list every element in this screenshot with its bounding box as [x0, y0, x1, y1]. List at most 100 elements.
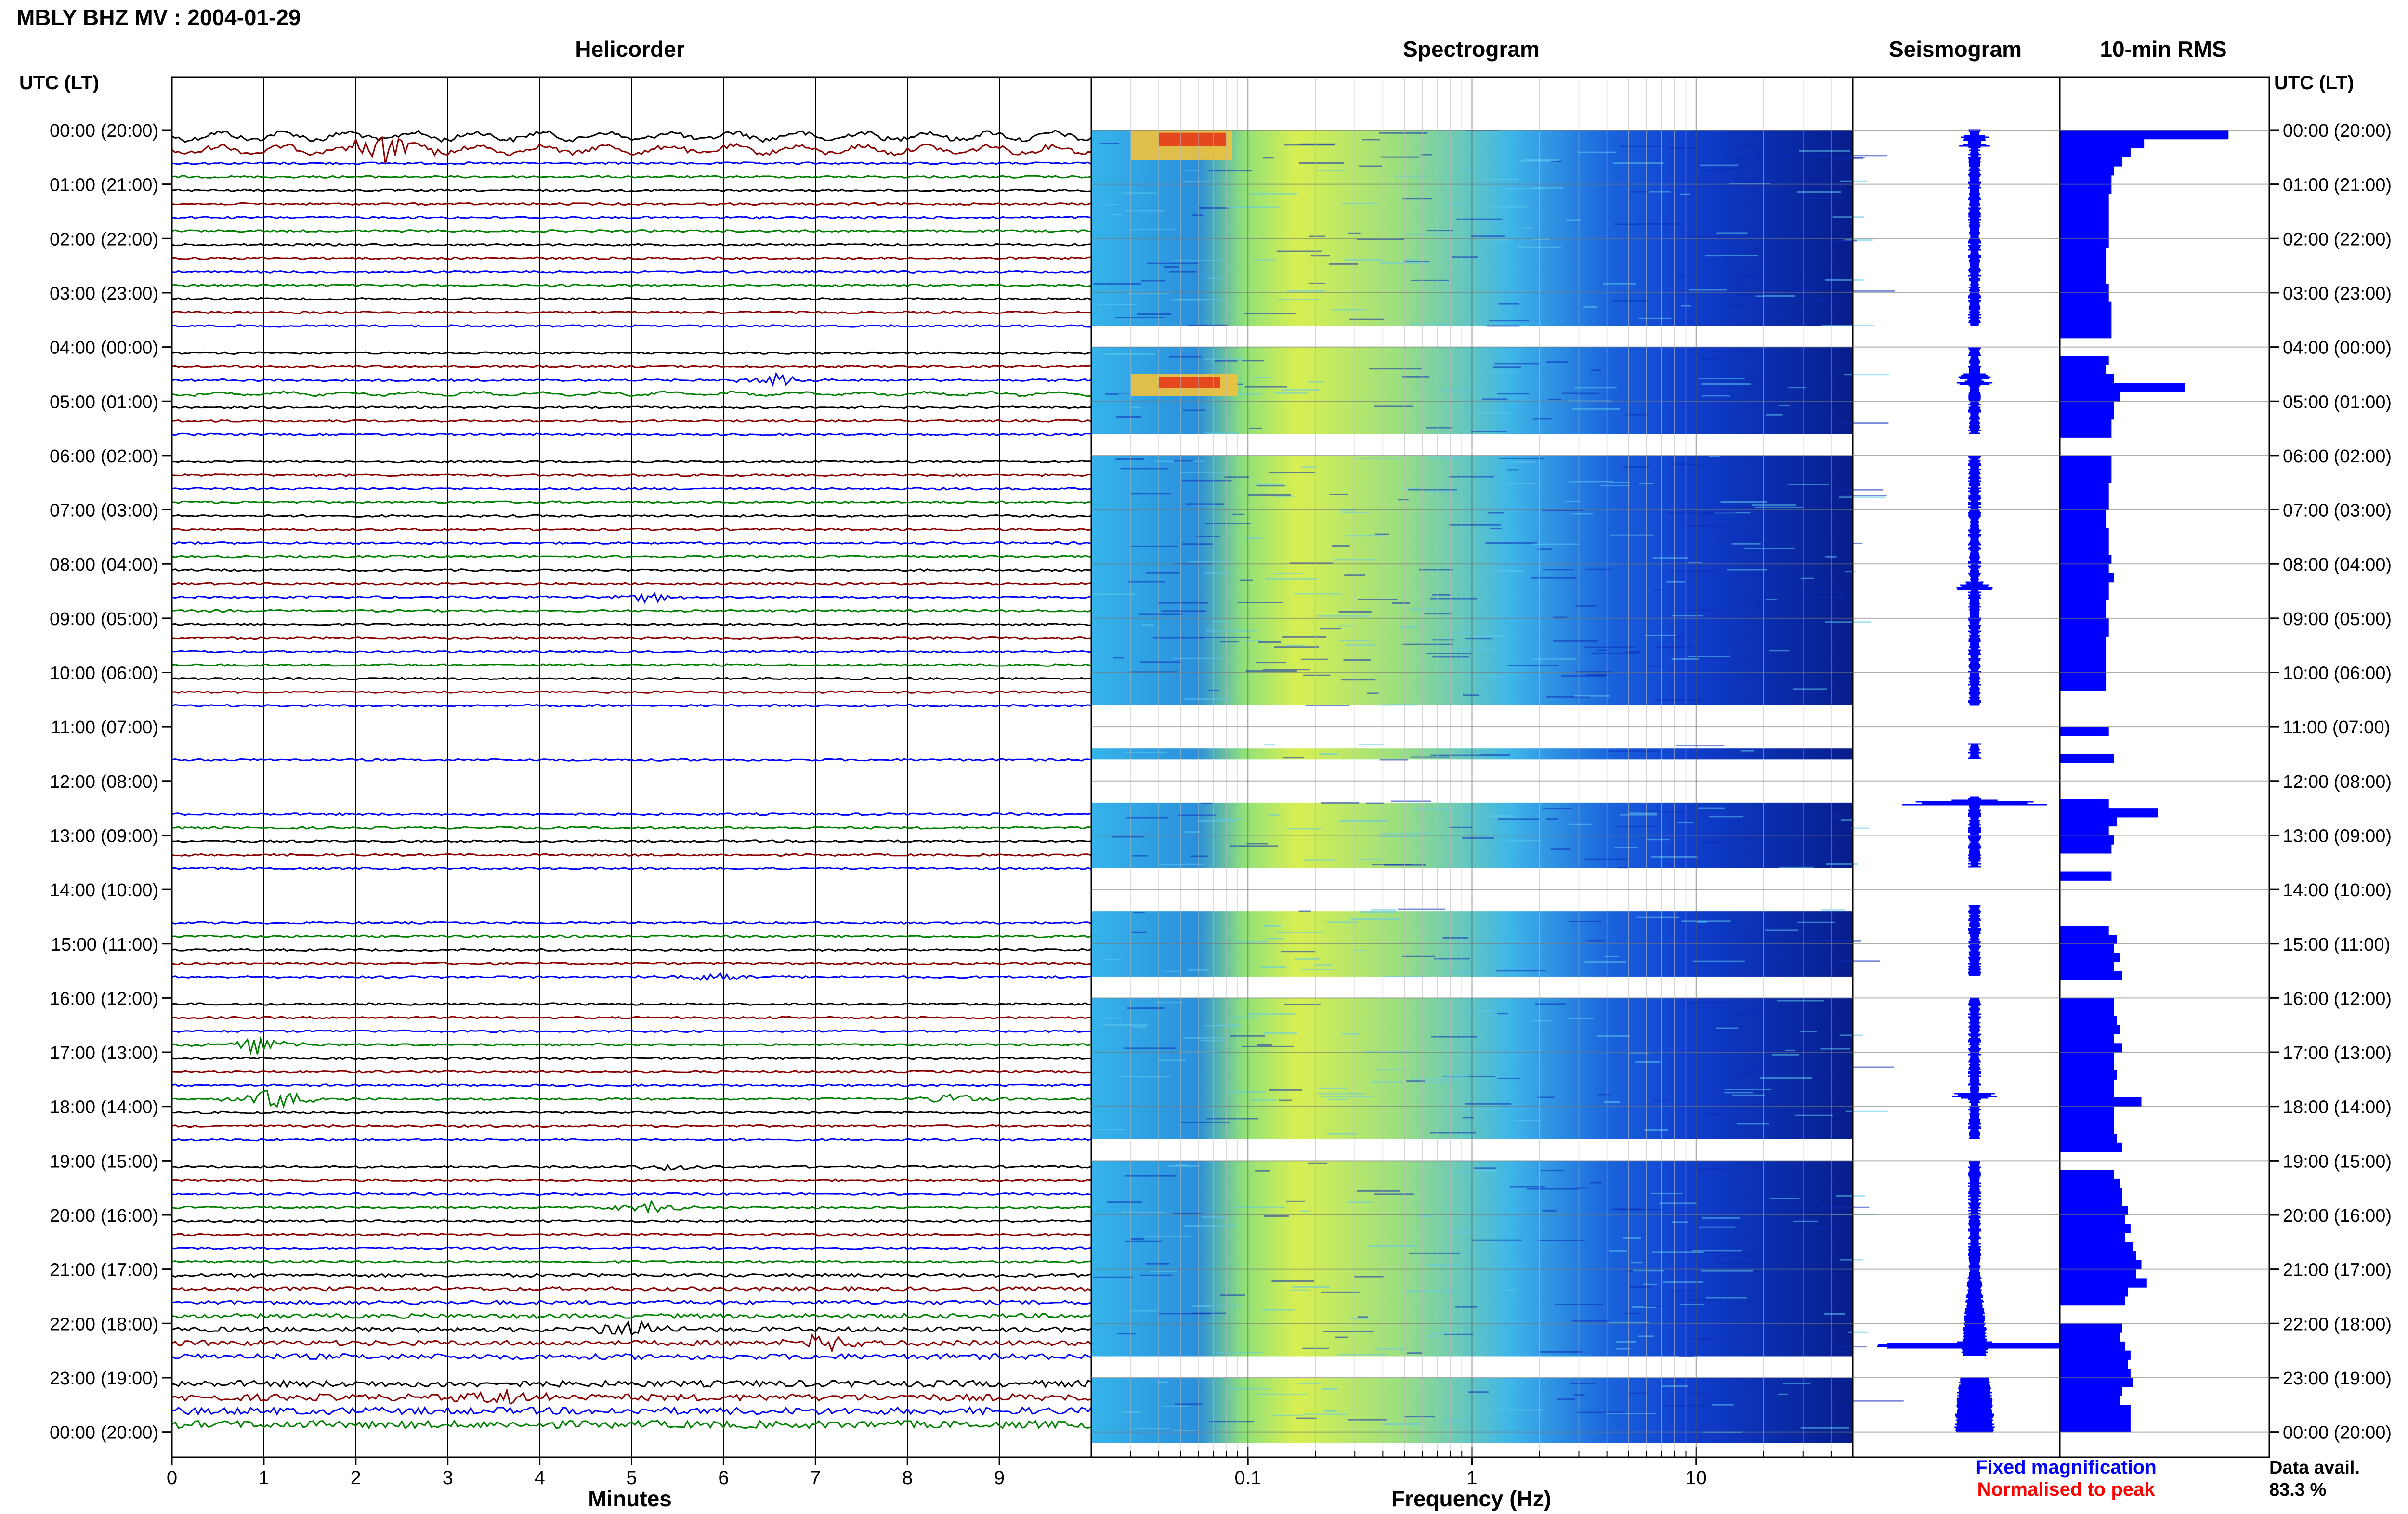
- spectrogram-texture: [1298, 910, 1311, 912]
- helicorder-trace: [171, 1406, 1092, 1416]
- spectrogram-texture: [1403, 234, 1455, 235]
- spectrogram-texture: [1600, 485, 1630, 487]
- helicorder-trace: [171, 1246, 1092, 1250]
- spectrogram-texture: [1200, 1040, 1225, 1042]
- rms-bar: [2060, 1323, 2122, 1333]
- rms-bar: [2060, 311, 2112, 320]
- spectrogram-panel: 0.1 1 10: [1090, 76, 1904, 1488]
- helicorder-trace: [171, 758, 1092, 762]
- spectrogram-texture: [1727, 569, 1767, 571]
- spectrogram-texture: [1498, 303, 1520, 305]
- spectrogram-texture: [1178, 814, 1217, 816]
- spectrogram-texture: [1701, 383, 1751, 385]
- hour-label-right: 03:00 (23:00): [2283, 284, 2392, 304]
- helicorder-trace: [171, 1260, 1092, 1264]
- rms-bar: [2060, 157, 2122, 167]
- spectrogram-texture: [1208, 689, 1219, 691]
- spectrogram-texture: [1276, 932, 1323, 934]
- rms-bar: [2060, 1043, 2122, 1053]
- spectrogram-texture: [1699, 358, 1722, 360]
- spectrogram-texture: [1452, 1231, 1478, 1233]
- spectrogram-texture: [1474, 1167, 1496, 1169]
- spectrogram-texture: [1161, 610, 1206, 612]
- hour-label-left: 18:00 (14:00): [50, 1097, 158, 1118]
- hour-label-left: 14:00 (10:00): [50, 880, 158, 901]
- helicorder-trace: [171, 541, 1092, 545]
- helicorder-trace: [171, 582, 1092, 586]
- spectrogram-texture: [1265, 578, 1317, 580]
- spectrogram-texture: [1169, 356, 1202, 358]
- spectrogram-texture: [1585, 568, 1612, 570]
- spectrogram-texture: [1186, 503, 1225, 505]
- spectrogram-texture: [1326, 921, 1358, 923]
- rms-bar: [2060, 1269, 2136, 1279]
- spectrogram-texture: [1170, 299, 1208, 301]
- spectrogram-texture: [1188, 561, 1231, 563]
- spectrogram-texture: [1130, 493, 1171, 495]
- rms-bar: [2060, 1350, 2131, 1360]
- spectrogram-texture: [1255, 1170, 1270, 1172]
- spectrogram-texture: [1717, 535, 1753, 537]
- spectrogram-texture: [1469, 1010, 1493, 1012]
- spectrogram-texture: [1566, 219, 1581, 221]
- spectrogram-texture: [1153, 637, 1203, 639]
- helicorder-trace: [171, 1312, 1092, 1319]
- rms-bar: [2060, 808, 2158, 818]
- spectrogram-texture: [1162, 1405, 1189, 1407]
- rms-bar: [2060, 591, 2109, 600]
- spectrogram-texture: [1430, 598, 1477, 600]
- spectrogram-texture: [1496, 970, 1546, 972]
- spectrogram-texture: [1498, 457, 1545, 459]
- spectrogram-texture: [1338, 625, 1353, 627]
- helicorder-trace: [171, 1016, 1092, 1019]
- spectrogram-texture: [1269, 472, 1315, 474]
- rms-bar: [2060, 492, 2109, 501]
- spectrogram-texture: [1120, 468, 1169, 470]
- spectrogram-texture: [1343, 659, 1371, 661]
- spectrogram-texture: [1463, 694, 1480, 696]
- spectrogram-texture: [1797, 191, 1841, 193]
- spectrogram-texture: [1533, 658, 1577, 660]
- spectrogram-texture: [1791, 298, 1837, 300]
- spectrogram-texture: [1751, 574, 1793, 576]
- spectrogram-texture: [1702, 841, 1731, 843]
- rms-bar: [2060, 672, 2107, 682]
- spectrogram-texture: [1298, 162, 1344, 164]
- spectrogram-texture: [1268, 814, 1279, 816]
- rms-bar: [2060, 636, 2107, 646]
- spectrogram-texture: [1698, 1226, 1736, 1228]
- helicorder-trace: [171, 1379, 1092, 1389]
- helicorder-trace: [171, 839, 1092, 843]
- spectrogram-texture: [1264, 1032, 1297, 1034]
- spectrogram-texture: [1740, 274, 1780, 276]
- spectrogram-texture: [1141, 280, 1166, 282]
- spectrogram-texture: [1725, 157, 1770, 159]
- spectrogram-texture: [1693, 960, 1745, 962]
- helicorder-trace: [171, 372, 1092, 387]
- spectrogram-texture: [1139, 661, 1181, 663]
- spectrogram-texture: [1736, 1123, 1769, 1125]
- spectrogram-texture: [1623, 1237, 1641, 1239]
- hour-label-left: 09:00 (05:00): [50, 609, 158, 629]
- rms-bar: [2060, 1142, 2122, 1152]
- spectrogram-texture: [1101, 1017, 1122, 1019]
- spectrogram-texture: [1116, 416, 1141, 418]
- spectrogram-texture: [1836, 960, 1880, 962]
- spectrogram-texture: [1426, 230, 1453, 232]
- helicorder-trace: [171, 1333, 1092, 1353]
- spectrogram-texture: [1825, 279, 1864, 281]
- spectrogram-texture: [1743, 1064, 1773, 1066]
- spectrogram-texture: [1626, 651, 1640, 653]
- spectrogram-texture: [1301, 466, 1317, 468]
- hour-label-left: 21:00 (17:00): [50, 1260, 158, 1280]
- spectrogram-texture: [1379, 833, 1432, 835]
- spectrogram-texture: [1597, 1094, 1611, 1096]
- spectrogram-texture: [1244, 386, 1287, 388]
- rms-bar: [2060, 301, 2112, 311]
- spectrogram-texture: [1363, 1051, 1414, 1053]
- spectrogram-texture: [1129, 1310, 1158, 1312]
- spectrogram-texture: [1712, 168, 1742, 170]
- spectrogram-texture: [1264, 1215, 1289, 1217]
- spectrogram-texture: [1485, 542, 1537, 544]
